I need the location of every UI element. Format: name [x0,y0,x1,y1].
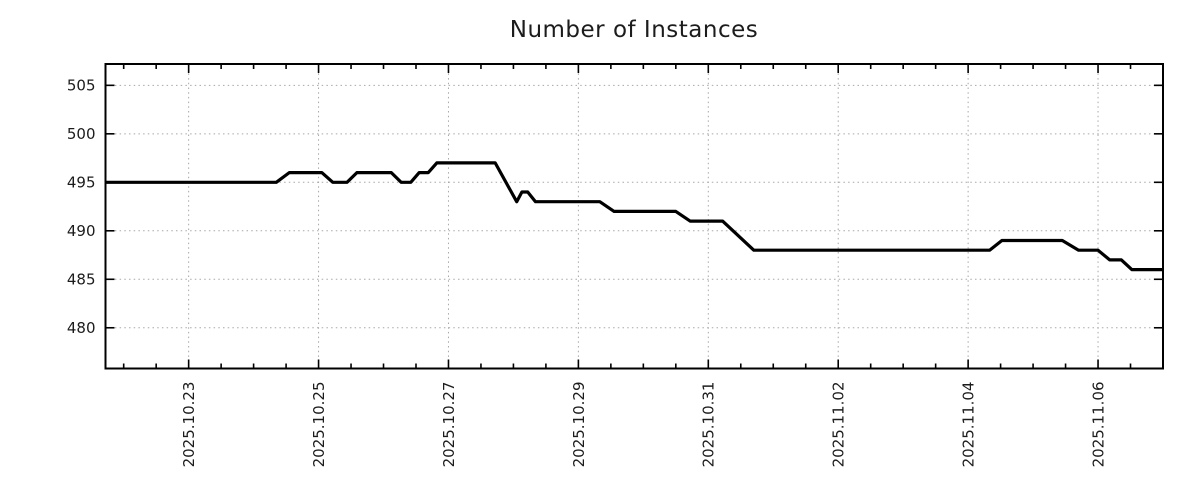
y-tick-label: 505 [67,77,96,95]
x-tick-label: 2025.11.02 [830,382,848,468]
y-tick-label: 490 [67,222,96,240]
x-tick-label: 2025.10.25 [310,382,328,468]
data-line-instances [105,161,1163,272]
x-tick-label: 2025.11.04 [960,382,978,468]
x-tick-label: 2025.11.06 [1089,382,1107,468]
x-tick-label: 2025.10.23 [180,382,198,468]
y-tick-label: 500 [67,125,96,143]
x-tick-label: 2025.10.27 [440,382,458,468]
y-tick-label: 495 [67,174,96,192]
plot-border [104,63,1164,370]
y-tick-label: 480 [67,319,96,337]
x-tick-label: 2025.10.29 [570,382,588,468]
y-tick-label: 485 [67,271,96,289]
chart-title: Number of Instances [509,17,759,43]
x-tick-label: 2025.10.31 [700,382,718,468]
